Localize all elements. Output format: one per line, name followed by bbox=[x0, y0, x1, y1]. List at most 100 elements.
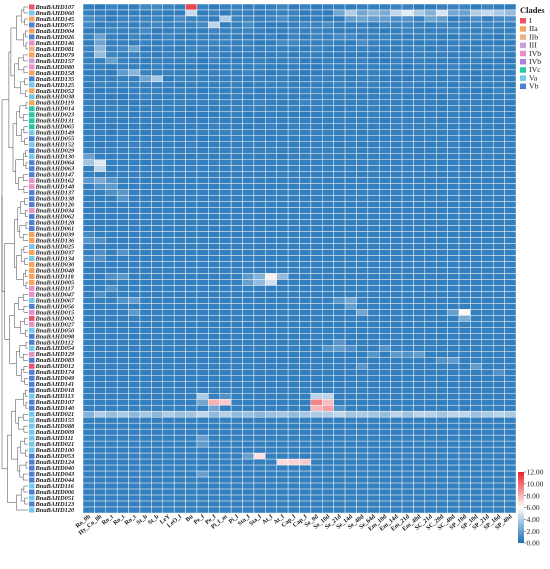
row-label: BnaBAHD014 bbox=[35, 106, 75, 113]
heatmap-cell bbox=[413, 357, 426, 364]
heatmap-cell bbox=[492, 297, 505, 304]
heatmap-cell bbox=[265, 381, 277, 388]
heatmap-cell bbox=[276, 404, 289, 412]
heatmap-cell bbox=[447, 219, 460, 226]
heatmap-cell bbox=[287, 153, 300, 160]
heatmap-cell bbox=[390, 375, 403, 382]
heatmap-cell bbox=[116, 434, 129, 442]
heatmap-cell bbox=[504, 440, 517, 448]
heatmap-cell bbox=[299, 285, 312, 292]
heatmap-cell bbox=[458, 488, 471, 496]
heatmap-cell bbox=[242, 261, 255, 268]
heatmap-cell bbox=[219, 291, 232, 298]
heatmap-cell bbox=[367, 225, 380, 232]
heatmap-cell bbox=[322, 494, 334, 502]
heatmap-cell bbox=[356, 398, 369, 406]
heatmap-cell bbox=[447, 291, 460, 298]
heatmap-cell bbox=[94, 488, 107, 496]
heatmap-cell bbox=[94, 333, 107, 340]
heatmap-cell bbox=[333, 93, 346, 101]
heatmap-cell bbox=[128, 434, 141, 442]
heatmap-cell bbox=[253, 500, 266, 508]
heatmap-cell bbox=[94, 195, 107, 202]
heatmap-cell bbox=[82, 506, 95, 514]
heatmap-cell bbox=[299, 452, 312, 460]
heatmap-cell bbox=[276, 183, 289, 190]
heatmap-cell bbox=[390, 243, 403, 250]
heatmap-cell bbox=[128, 291, 141, 298]
heatmap-cell bbox=[447, 351, 460, 358]
heatmap-cell bbox=[413, 159, 426, 166]
heatmap-cell bbox=[322, 3, 334, 11]
heatmap-cell bbox=[151, 357, 163, 364]
heatmap-cell bbox=[253, 195, 266, 202]
heatmap-cell bbox=[208, 165, 220, 172]
heatmap-cell bbox=[504, 351, 517, 358]
row-label: BnaBAHD005 bbox=[35, 279, 76, 286]
heatmap-cell bbox=[242, 33, 255, 41]
heatmap-cell bbox=[481, 27, 494, 35]
heatmap-cell bbox=[287, 339, 300, 346]
heatmap-cell bbox=[504, 141, 517, 148]
heatmap-cell bbox=[128, 387, 141, 394]
heatmap-cell bbox=[424, 81, 437, 89]
heatmap-cell bbox=[492, 171, 505, 178]
heatmap-cell bbox=[390, 410, 403, 418]
heatmap-cell bbox=[504, 434, 517, 442]
row-label: BnaBAHD111 bbox=[35, 435, 74, 442]
heatmap-cell bbox=[504, 369, 517, 376]
heatmap-cell bbox=[94, 183, 107, 190]
heatmap-cell bbox=[299, 159, 312, 166]
heatmap-cell bbox=[230, 339, 243, 346]
heatmap-cell bbox=[265, 111, 277, 119]
heatmap-cell bbox=[105, 464, 118, 472]
heatmap-cell bbox=[265, 99, 277, 107]
heatmap-cell bbox=[105, 99, 118, 107]
heatmap-cell bbox=[196, 9, 209, 17]
row-label: BnaBAHD027 bbox=[35, 321, 76, 328]
heatmap-cell bbox=[82, 327, 95, 334]
heatmap-cell bbox=[413, 476, 426, 484]
heatmap-cell bbox=[458, 357, 471, 364]
heatmap-cell bbox=[424, 165, 437, 172]
heatmap-cell bbox=[242, 387, 255, 394]
heatmap-cell bbox=[185, 177, 198, 184]
heatmap-cell bbox=[481, 123, 494, 130]
heatmap-cell bbox=[253, 45, 266, 53]
heatmap-cell bbox=[151, 494, 163, 502]
heatmap-cell bbox=[173, 291, 186, 298]
heatmap-cell bbox=[162, 87, 175, 95]
heatmap-cell bbox=[173, 183, 186, 190]
heatmap-cell bbox=[379, 488, 391, 496]
heatmap-cell bbox=[436, 506, 448, 514]
heatmap-cell bbox=[470, 243, 483, 250]
heatmap-cell bbox=[390, 255, 403, 262]
heatmap-cell bbox=[436, 9, 448, 17]
heatmap-cell bbox=[322, 45, 334, 53]
heatmap-cell bbox=[253, 476, 266, 484]
heatmap-cell bbox=[276, 416, 289, 424]
heatmap-cell bbox=[481, 297, 494, 304]
legend-swatch bbox=[520, 42, 526, 49]
heatmap-cell bbox=[128, 159, 141, 166]
heatmap-cell bbox=[162, 207, 175, 214]
heatmap-cell bbox=[82, 51, 95, 59]
clade-bar bbox=[29, 94, 35, 100]
heatmap-cell bbox=[230, 63, 243, 71]
heatmap-cell bbox=[379, 375, 391, 382]
heatmap-cell bbox=[481, 9, 494, 17]
heatmap-cell bbox=[299, 81, 312, 89]
heatmap-cell bbox=[344, 51, 357, 59]
heatmap-cell bbox=[265, 440, 277, 448]
heatmap-cell bbox=[287, 99, 300, 107]
heatmap-cell bbox=[356, 63, 369, 71]
heatmap-cell bbox=[492, 231, 505, 238]
heatmap-cell bbox=[367, 500, 380, 508]
heatmap-cell bbox=[230, 261, 243, 268]
heatmap-cell bbox=[173, 171, 186, 178]
heatmap-cell bbox=[265, 267, 277, 274]
heatmap-cell bbox=[276, 464, 289, 472]
heatmap-cell bbox=[139, 255, 152, 262]
heatmap-cell bbox=[470, 500, 483, 508]
heatmap-cell bbox=[162, 255, 175, 262]
